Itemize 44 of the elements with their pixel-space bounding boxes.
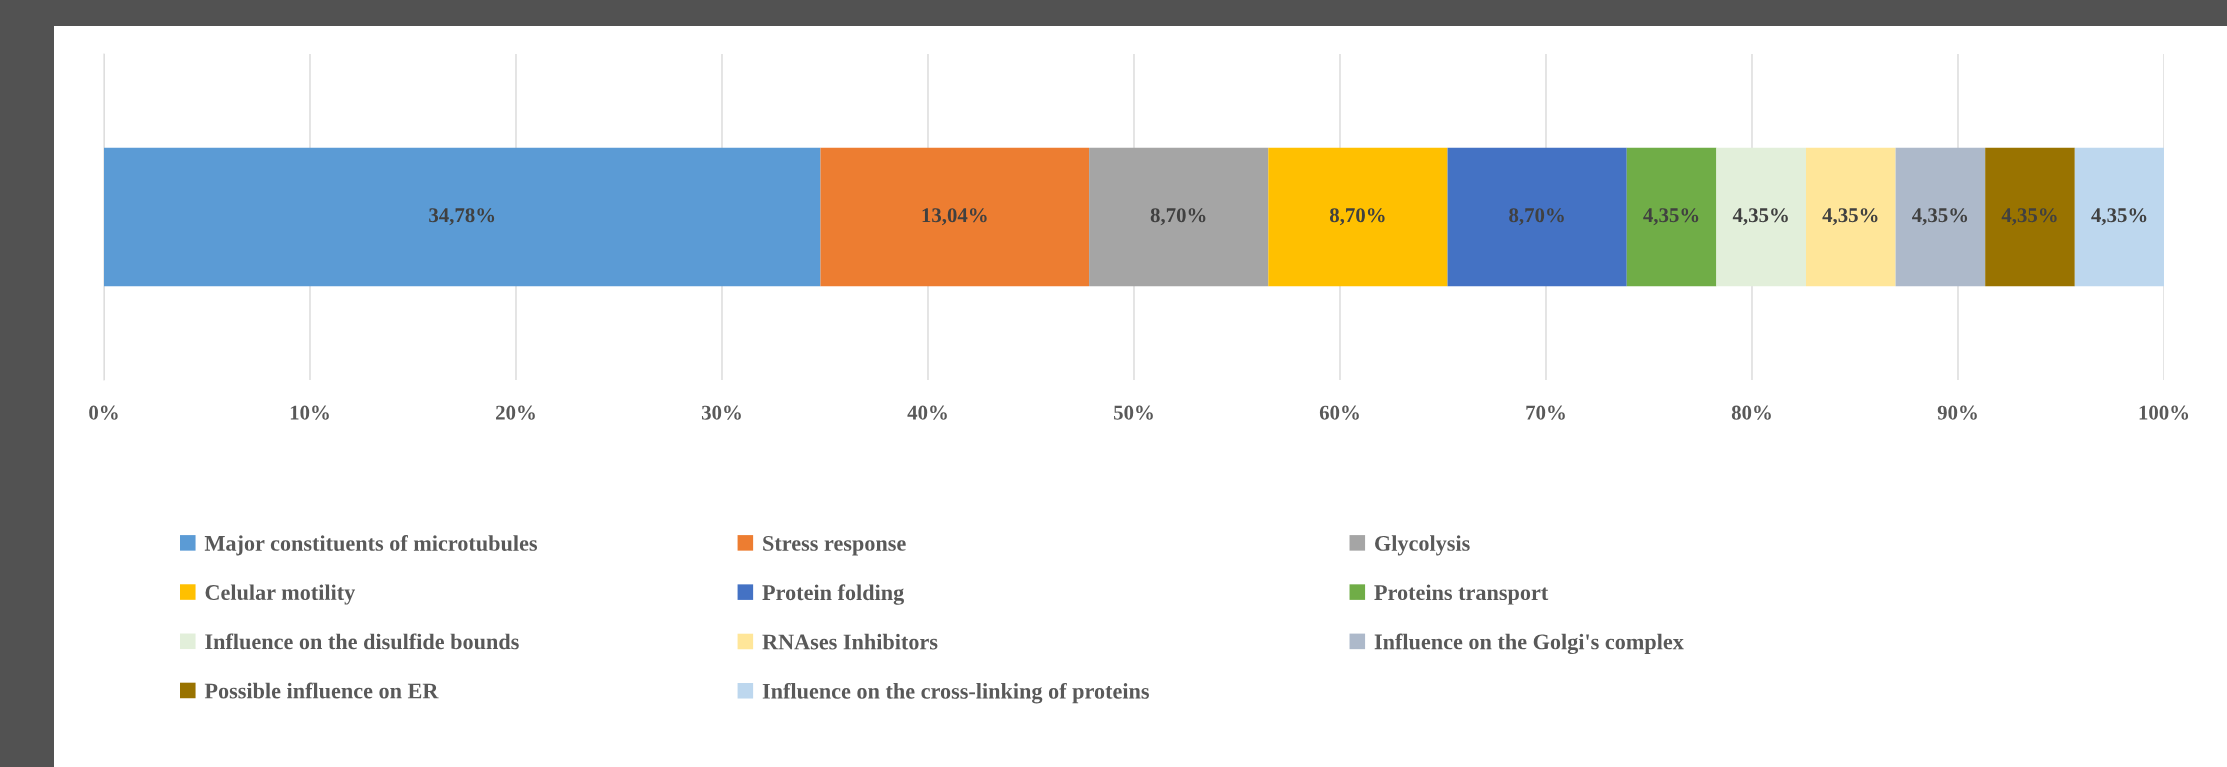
x-tick-label: 80% bbox=[1731, 405, 1771, 420]
legend-label: Major constituents of microtubules bbox=[204, 535, 538, 556]
x-tick-label: 0% bbox=[89, 405, 118, 420]
legend-label: RNAses Inhibitors bbox=[762, 633, 938, 650]
bar bbox=[1089, 147, 1269, 287]
legend-label: Glycolysis bbox=[1375, 535, 1470, 556]
data-label: 8,70% bbox=[1329, 208, 1385, 226]
bar bbox=[1985, 147, 2075, 287]
bar bbox=[820, 147, 1090, 287]
bar bbox=[1626, 147, 1717, 287]
x-tick-label: 100% bbox=[2139, 405, 2189, 420]
x-tick-label: 50% bbox=[1114, 405, 1153, 420]
data-label: 4,35% bbox=[1643, 208, 1699, 226]
bar bbox=[1805, 147, 1896, 287]
data-label: 8,70% bbox=[1509, 208, 1564, 226]
data-label: 8,70% bbox=[1150, 208, 1206, 226]
data-label: 4,35% bbox=[2091, 208, 2147, 226]
legend-label: Influence on the Golgi's complex bbox=[1374, 633, 1684, 655]
legend-label: Influence on the cross-linking of proteins bbox=[762, 682, 1149, 704]
data-label: 13,04% bbox=[922, 208, 987, 226]
bar bbox=[1447, 147, 1627, 287]
x-tick-label: 30% bbox=[701, 405, 741, 420]
legend-label: Stress response bbox=[763, 535, 906, 556]
x-tick-label: 10% bbox=[290, 405, 329, 420]
legend-label: Influence on the disulfide bounds bbox=[205, 633, 519, 650]
data-label: 4,35% bbox=[2001, 208, 2057, 226]
bar bbox=[1268, 147, 1448, 287]
x-tick-label: 70% bbox=[1526, 405, 1565, 420]
data-label: 4,35% bbox=[1822, 208, 1878, 226]
x-tick-label: 60% bbox=[1319, 405, 1359, 420]
bar bbox=[2074, 147, 2164, 287]
bar bbox=[1716, 147, 1806, 287]
x-tick-label: 90% bbox=[1937, 405, 1977, 420]
data-label: 4,35% bbox=[1912, 208, 1968, 226]
bar bbox=[104, 147, 821, 287]
legend-label: Proteins transport bbox=[1374, 584, 1549, 605]
legend-label: Possible influence on ER bbox=[204, 682, 439, 699]
x-tick-label: 40% bbox=[907, 405, 947, 420]
bar bbox=[1895, 147, 1986, 287]
data-label: 34,78% bbox=[429, 208, 495, 226]
legend-label: Celular motility bbox=[205, 584, 356, 605]
legend-label: Protein folding bbox=[762, 584, 904, 605]
x-tick-label: 20% bbox=[496, 405, 535, 420]
data-label: 4,35% bbox=[1732, 208, 1788, 226]
